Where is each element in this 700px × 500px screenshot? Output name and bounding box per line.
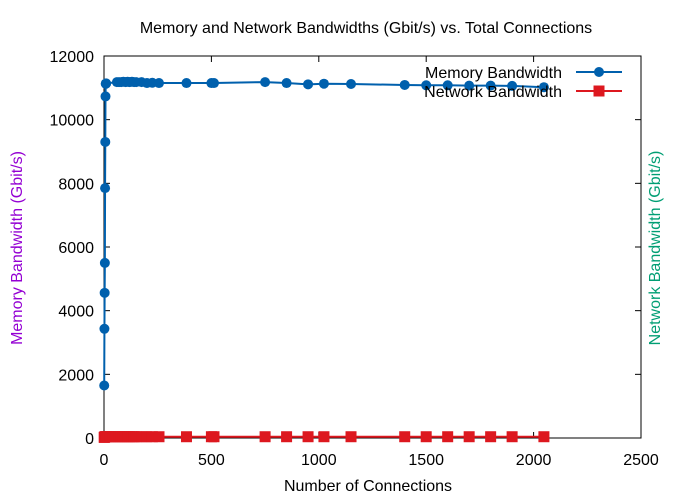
memory-bandwidth-point [538, 82, 549, 93]
network-bandwidth-series [98, 431, 550, 443]
x-tick-label: 500 [198, 452, 225, 469]
memory-bandwidth-point [181, 78, 192, 89]
legend-label-memory-bandwidth: Memory Bandwidth [425, 65, 562, 82]
network-bandwidth-point [146, 431, 158, 443]
network-bandwidth-point [485, 431, 497, 443]
y-tick-label: 2000 [58, 367, 94, 384]
network-bandwidth-point [442, 431, 454, 443]
network-bandwidth-point [302, 431, 314, 443]
x-tick-label: 1500 [408, 452, 444, 469]
network-bandwidth-point [506, 431, 518, 443]
x-axis-label: Number of Connections [284, 478, 452, 495]
memory-bandwidth-point [399, 79, 410, 90]
memory-bandwidth-point [485, 80, 496, 91]
legend: Memory Bandwidth Network Bandwidth [424, 65, 622, 101]
memory-bandwidth-point [100, 136, 111, 147]
memory-bandwidth-point [303, 79, 314, 90]
plot-frame [103, 55, 642, 439]
network-bandwidth-point [281, 431, 293, 443]
legend-memory-bandwidth-point [594, 67, 604, 77]
network-bandwidth-point [208, 431, 220, 443]
memory-bandwidth-series [99, 76, 549, 391]
network-bandwidth-point [180, 431, 192, 443]
series-layer [98, 76, 550, 443]
memory-bandwidth-point [507, 80, 518, 91]
legend-network-bandwidth-point [593, 85, 605, 97]
network-bandwidth-point [538, 431, 550, 443]
network-bandwidth-point [345, 431, 357, 443]
chart-title: Memory and Network Bandwidths (Gbit/s) v… [140, 20, 592, 37]
memory-bandwidth-point [318, 78, 329, 89]
memory-bandwidth-point [464, 80, 475, 91]
x-tick-label: 0 [100, 452, 109, 469]
network-bandwidth-point [399, 431, 411, 443]
ticks-layer: 0 500 1000 1500 2000 2500 0 2000 4000 6000 8000 100… [50, 49, 659, 469]
legend-label-network-bandwidth: Network Bandwidth [424, 84, 562, 101]
y-tick-label: 8000 [58, 176, 94, 193]
memory-bandwidth-line [103, 80, 544, 386]
network-bandwidth-point [318, 431, 330, 443]
memory-bandwidth-point [260, 77, 271, 88]
x-tick-label: 1000 [301, 452, 337, 469]
memory-bandwidth-point [346, 79, 357, 90]
y-tick-label: 0 [85, 431, 94, 448]
memory-bandwidth-point [153, 78, 164, 89]
memory-bandwidth-point [99, 380, 110, 391]
memory-bandwidth-point [442, 80, 453, 91]
y-tick-label: 6000 [58, 240, 94, 257]
network-bandwidth-point [420, 431, 432, 443]
x-tick-label: 2000 [516, 452, 552, 469]
network-bandwidth-point [463, 431, 475, 443]
memory-bandwidth-point [99, 287, 110, 298]
network-bandwidth-point [259, 431, 271, 443]
y-tick-label: 4000 [58, 304, 94, 321]
memory-bandwidth-point [421, 80, 432, 91]
memory-bandwidth-point [208, 78, 219, 89]
y-axis-label: Memory Bandwidth (Gbit/s) [9, 151, 26, 345]
memory-bandwidth-point [281, 78, 292, 89]
memory-bandwidth-point [100, 91, 111, 102]
memory-bandwidth-point [99, 257, 110, 268]
x-tick-label: 2500 [623, 452, 659, 469]
memory-bandwidth-point [99, 323, 110, 334]
y-tick-label: 12000 [50, 49, 95, 66]
memory-bandwidth-point [101, 78, 112, 89]
y2-axis-label: Network Bandwidth (Gbit/s) [647, 151, 664, 346]
y-tick-label: 10000 [50, 113, 95, 130]
network-bandwidth-point [153, 431, 165, 443]
memory-bandwidth-point [100, 183, 111, 194]
